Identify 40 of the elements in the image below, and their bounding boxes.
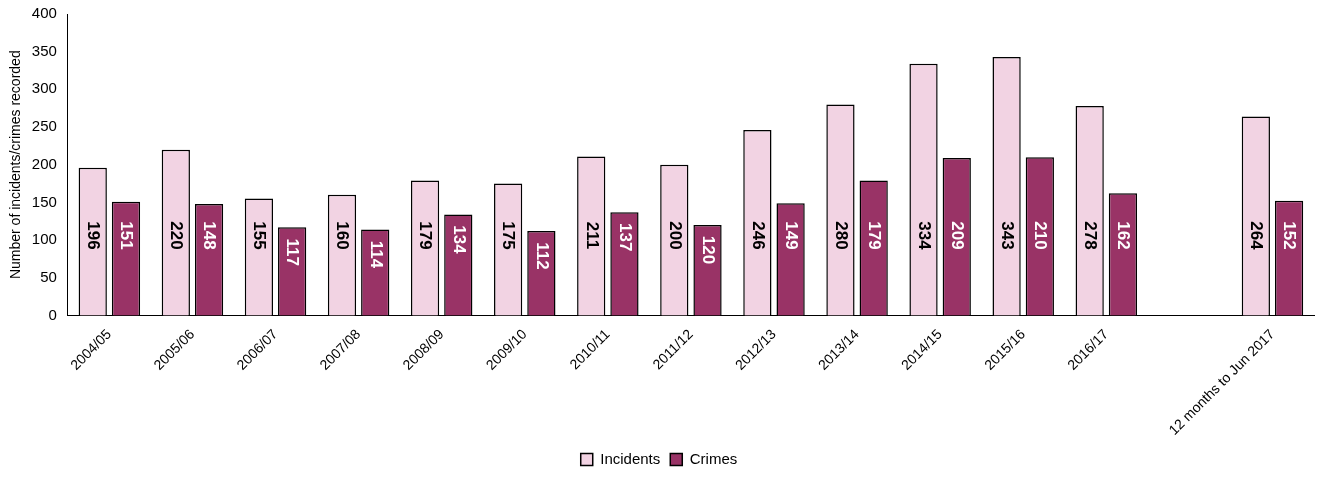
data-label: 179 [865, 221, 884, 250]
data-label: 134 [449, 225, 469, 255]
y-tick-label: 100 [31, 230, 57, 248]
data-label: 220 [167, 221, 187, 250]
data-label: 114 [366, 240, 386, 269]
data-label: 334 [914, 221, 934, 251]
data-label: 280 [831, 221, 851, 250]
data-label: 162 [1114, 221, 1134, 250]
data-label: 264 [1247, 221, 1267, 251]
y-tick-label: 50 [40, 267, 57, 285]
data-label: 211 [582, 221, 602, 250]
data-label: 151 [117, 221, 137, 250]
data-label: 152 [1280, 221, 1300, 250]
data-label: 137 [615, 222, 635, 252]
y-tick-label: 200 [31, 154, 57, 172]
y-tick-label: 150 [31, 192, 57, 210]
data-label: 209 [948, 221, 968, 250]
legend-label: Incidents [600, 449, 661, 467]
y-tick-label: 400 [31, 4, 57, 22]
y-axis-title: Number of incidents/crimes recorded [7, 50, 24, 280]
y-tick-label: 0 [48, 305, 57, 323]
data-label: 120 [698, 235, 718, 265]
legend-label: Crimes [689, 449, 738, 467]
data-label: 155 [250, 221, 270, 250]
data-label: 210 [1031, 221, 1051, 250]
data-label: 278 [1081, 221, 1100, 250]
data-label: 196 [84, 221, 104, 250]
y-tick-label: 300 [31, 79, 57, 97]
data-label: 117 [283, 238, 303, 266]
data-label: 343 [997, 221, 1017, 250]
data-label: 149 [781, 221, 801, 250]
data-label: 200 [665, 221, 685, 250]
data-label: 112 [532, 242, 552, 270]
data-label: 179 [416, 221, 436, 250]
data-label: 175 [499, 221, 519, 250]
data-label: 160 [333, 221, 353, 250]
y-tick-label: 350 [31, 41, 57, 59]
data-label: 246 [748, 221, 768, 250]
y-tick-label: 250 [31, 117, 57, 135]
data-label: 148 [200, 221, 220, 250]
